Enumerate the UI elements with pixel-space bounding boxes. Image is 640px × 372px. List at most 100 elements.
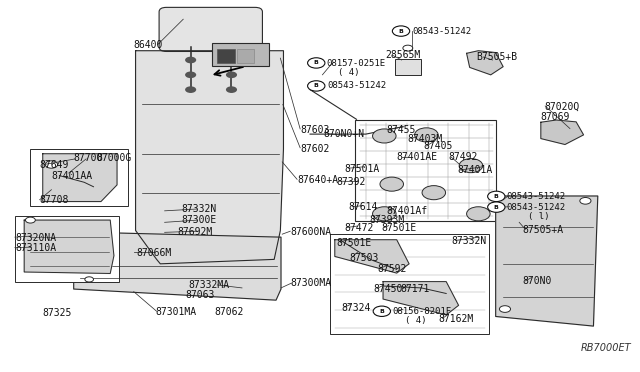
Text: 87332MA: 87332MA — [188, 280, 229, 290]
Text: 87392: 87392 — [337, 177, 366, 186]
Polygon shape — [383, 282, 459, 315]
Circle shape — [488, 191, 505, 202]
Bar — [15, 216, 119, 282]
Text: 87692M: 87692M — [178, 227, 213, 237]
Text: 87401Af: 87401Af — [386, 206, 428, 216]
Bar — [212, 43, 269, 66]
Text: 87603: 87603 — [300, 125, 330, 135]
Bar — [30, 149, 127, 206]
Text: 87325: 87325 — [43, 308, 72, 318]
Text: 08156-8201F: 08156-8201F — [392, 307, 451, 316]
Text: 87501E: 87501E — [337, 238, 372, 248]
Circle shape — [185, 86, 196, 93]
Polygon shape — [43, 154, 117, 202]
Text: 87062: 87062 — [214, 307, 244, 317]
Text: 08157-0251E: 08157-0251E — [327, 59, 386, 68]
Text: 87332N: 87332N — [181, 204, 216, 214]
Text: 87066M: 87066M — [137, 248, 172, 258]
Text: 87640+A: 87640+A — [297, 176, 338, 185]
Circle shape — [415, 128, 438, 142]
Text: 87472: 87472 — [344, 223, 374, 233]
Text: 87614: 87614 — [348, 202, 378, 212]
Circle shape — [488, 202, 505, 212]
Text: B7505+B: B7505+B — [476, 52, 517, 62]
Bar — [355, 121, 496, 221]
Polygon shape — [467, 51, 503, 75]
Text: 87700: 87700 — [74, 153, 103, 163]
Circle shape — [372, 207, 396, 221]
Text: 08543-51242: 08543-51242 — [507, 203, 566, 212]
Text: 87401AA: 87401AA — [51, 171, 93, 181]
Circle shape — [26, 217, 35, 223]
Text: 08543-51242: 08543-51242 — [328, 81, 387, 90]
Circle shape — [467, 207, 490, 221]
Text: 87450: 87450 — [374, 284, 403, 294]
Circle shape — [380, 177, 403, 191]
Polygon shape — [136, 51, 284, 264]
Circle shape — [308, 58, 325, 68]
Text: B: B — [399, 29, 403, 33]
Text: ( 4): ( 4) — [404, 316, 426, 325]
Text: 86400: 86400 — [134, 40, 163, 50]
Text: 873110A: 873110A — [15, 243, 56, 253]
Text: 87171: 87171 — [401, 284, 430, 294]
Text: ( l): ( l) — [529, 212, 550, 221]
Circle shape — [226, 86, 237, 93]
Text: 87300E: 87300E — [181, 215, 216, 225]
Text: 870N0+N: 870N0+N — [324, 129, 365, 139]
Text: 87492: 87492 — [448, 153, 477, 163]
Text: 87708: 87708 — [40, 195, 69, 205]
Bar — [237, 49, 254, 62]
Text: 08543-51242: 08543-51242 — [412, 27, 471, 36]
Bar — [330, 234, 490, 334]
Circle shape — [45, 161, 58, 168]
Circle shape — [226, 71, 237, 78]
Text: ( 4): ( 4) — [338, 68, 360, 77]
Text: 87600NA: 87600NA — [291, 227, 332, 237]
Text: 87501E: 87501E — [382, 223, 417, 233]
Text: 08543-51242: 08543-51242 — [507, 192, 566, 201]
Circle shape — [499, 306, 511, 312]
Circle shape — [85, 277, 93, 282]
Polygon shape — [496, 196, 598, 326]
Text: 87501A: 87501A — [345, 164, 380, 174]
Text: 87393M: 87393M — [369, 215, 404, 225]
Text: 87332N: 87332N — [451, 236, 486, 246]
Text: B: B — [494, 205, 499, 210]
Text: 87063: 87063 — [185, 289, 214, 299]
Circle shape — [373, 306, 390, 317]
Text: 87300MA: 87300MA — [291, 279, 332, 288]
Circle shape — [308, 81, 325, 91]
Circle shape — [185, 71, 196, 78]
Text: 87324: 87324 — [342, 302, 371, 312]
Text: 87602: 87602 — [300, 144, 330, 154]
Text: 87403M: 87403M — [408, 134, 443, 144]
Polygon shape — [541, 120, 584, 144]
Text: 87069: 87069 — [541, 112, 570, 122]
Text: B: B — [494, 194, 499, 199]
Text: RB7000ET: RB7000ET — [581, 343, 632, 353]
Circle shape — [580, 198, 591, 204]
Circle shape — [226, 57, 237, 63]
Text: 87649: 87649 — [40, 160, 69, 170]
Text: 87503: 87503 — [349, 253, 378, 263]
Polygon shape — [24, 220, 114, 273]
Bar — [396, 59, 421, 75]
Text: 87455: 87455 — [386, 125, 415, 135]
Polygon shape — [74, 232, 281, 300]
Circle shape — [392, 26, 410, 36]
Text: B: B — [314, 83, 319, 89]
Circle shape — [185, 57, 196, 63]
Text: 87020Q: 87020Q — [544, 101, 579, 111]
Text: 87320NA: 87320NA — [15, 233, 56, 243]
Bar — [217, 49, 235, 62]
Circle shape — [372, 129, 396, 143]
Circle shape — [422, 186, 445, 200]
Polygon shape — [335, 240, 409, 273]
Text: 87592: 87592 — [377, 264, 406, 274]
Text: 87505+A: 87505+A — [522, 225, 563, 235]
Text: 870N0: 870N0 — [522, 276, 552, 286]
FancyBboxPatch shape — [159, 7, 262, 51]
Text: 28565M: 28565M — [385, 50, 420, 60]
Text: 87000G: 87000G — [97, 153, 132, 163]
